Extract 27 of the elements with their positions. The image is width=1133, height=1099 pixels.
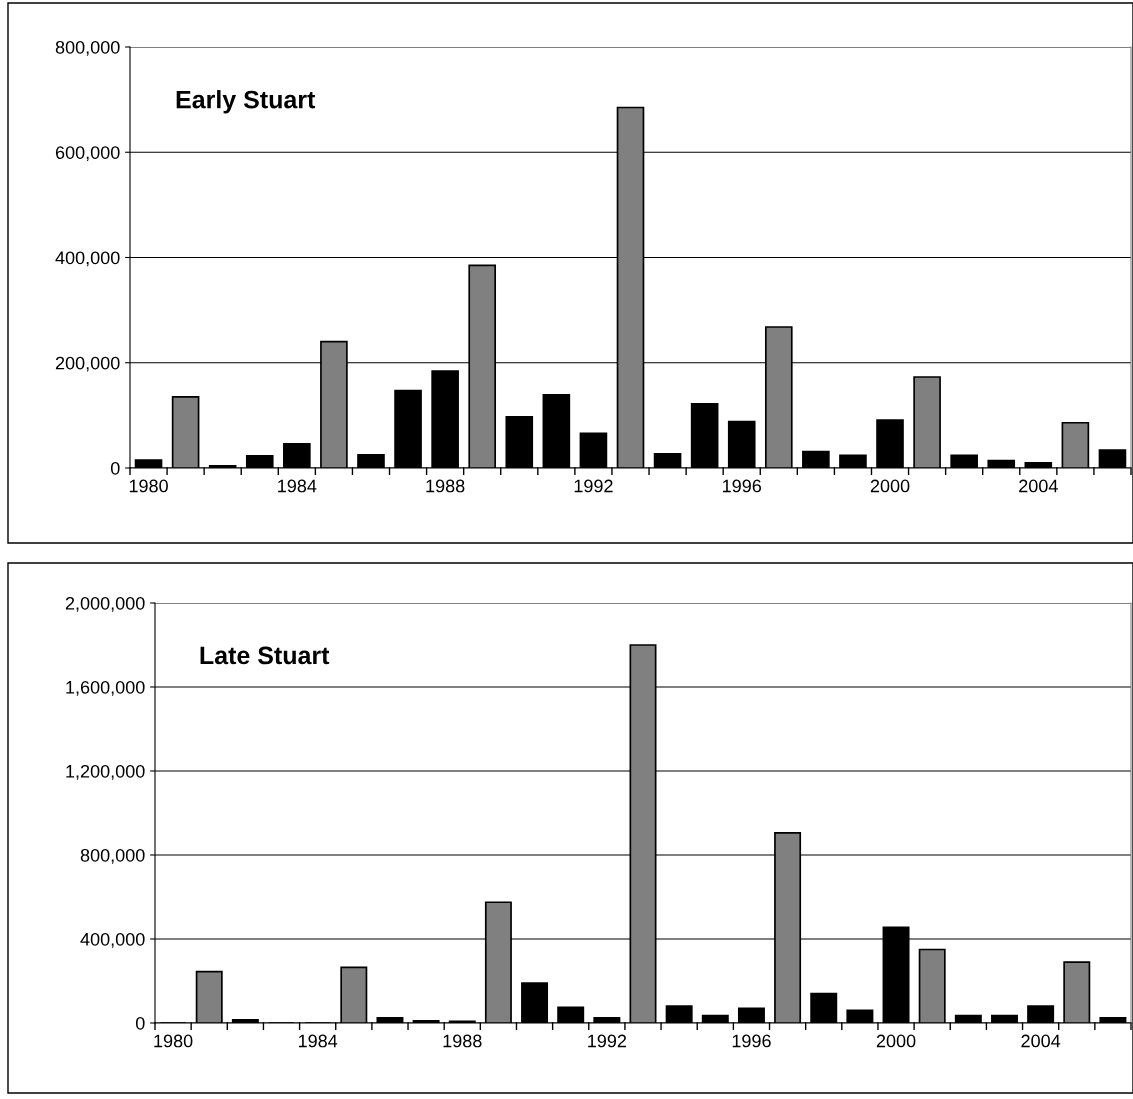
y-tick-label: 400,000 (80, 932, 145, 948)
x-tick-label: 2004 (1021, 1034, 1061, 1048)
y-tick-label: 2,000,000 (65, 596, 145, 612)
y-tick-label: 1,200,000 (66, 764, 145, 780)
x-tick-label: 1992 (588, 1034, 627, 1048)
x-tick-label: 2004 (1019, 479, 1058, 493)
y-tick-label: 600,000 (55, 146, 120, 162)
x-tick-label: 1996 (723, 479, 762, 493)
x-tick-label: 1984 (278, 479, 317, 493)
x-tick-label: 1988 (443, 1034, 482, 1048)
x-tick-label: 1996 (732, 1034, 771, 1048)
text: Late Stuart (200, 646, 330, 665)
x-tick-label: 2000 (870, 479, 910, 493)
y-tick-label: 200,000 (55, 356, 120, 372)
x-tick-label: 1980 (129, 479, 168, 493)
y-tick-label: 0 (135, 1016, 145, 1030)
y-tick-label: 800,000 (55, 40, 120, 56)
y-tick-label: 0 (110, 461, 120, 475)
x-tick-label: 2000 (876, 1034, 916, 1048)
x-tick-label: 1992 (574, 479, 613, 493)
y-tick-label: 400,000 (55, 251, 120, 267)
y-tick-label: 1,600,000 (66, 680, 145, 696)
x-tick-label: 1984 (298, 1034, 338, 1048)
y-tick-label: 800,000 (80, 848, 145, 864)
x-tick-label: 1988 (426, 479, 465, 493)
x-tick-label: 1980 (154, 1034, 193, 1048)
text: Early Stuart (176, 90, 316, 114)
